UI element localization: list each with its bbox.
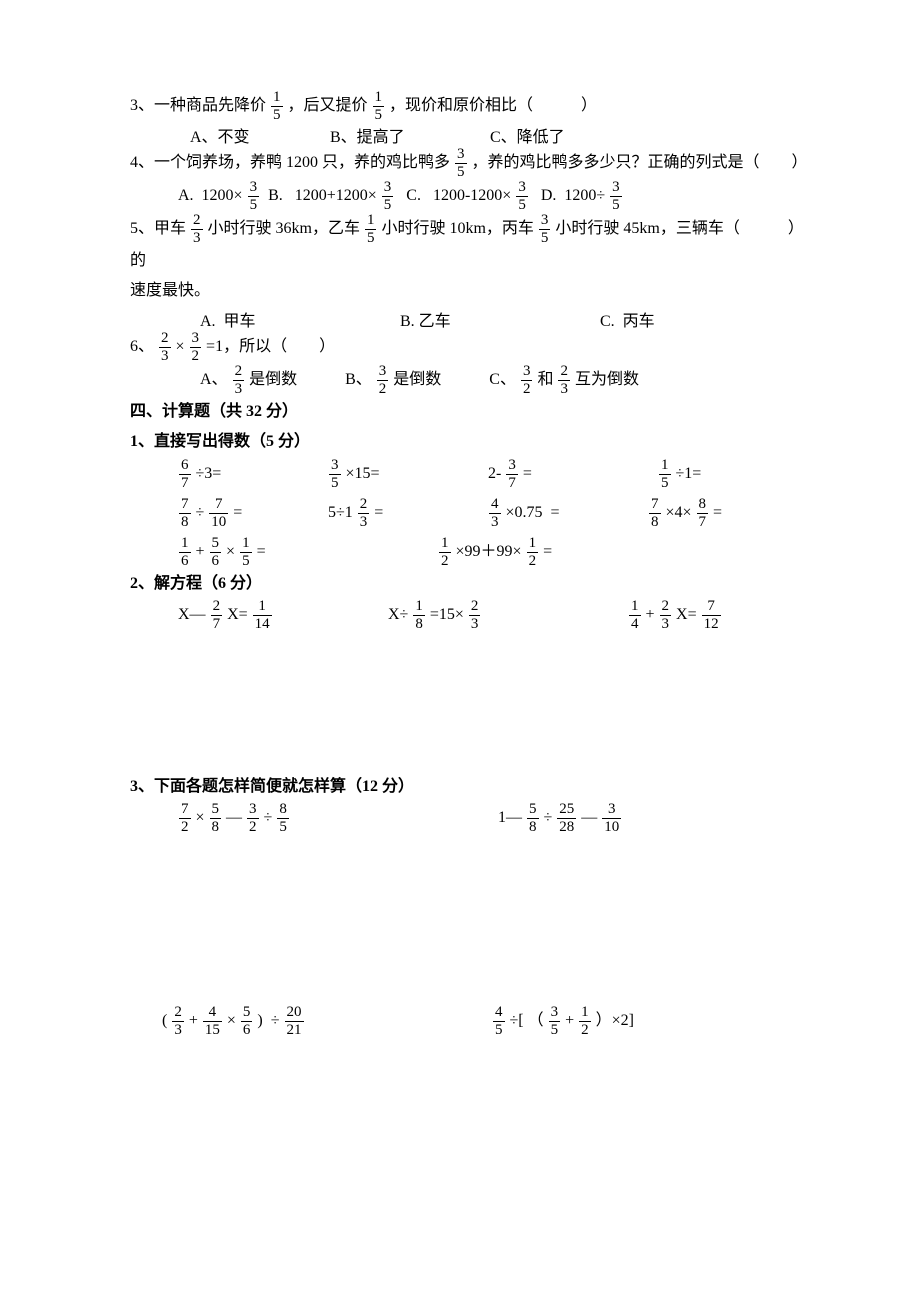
q4-prefix: 4、一个饲养场，养鸭 1200 只，养的鸡比鸭多 xyxy=(130,154,450,171)
q3-choice-a: A、不变 xyxy=(190,123,330,147)
q5-mid1: 小时行驶 36km，乙车 xyxy=(208,220,360,237)
q6-prefix: 6、 xyxy=(130,338,154,355)
q6-frac2: 32 xyxy=(190,331,202,364)
q6-c-mid: 和 xyxy=(537,371,553,388)
q6-c-frac2: 23 xyxy=(558,364,570,397)
r1c1: 67 ÷3= xyxy=(178,458,328,491)
q6-stem: 6、 23 × 32 =1，所以（ ） xyxy=(130,331,810,364)
expr-row-2: ( 23 + 415 × 56 ) ÷ 2021 45 ÷[ （ 35 + 12… xyxy=(130,1005,810,1038)
exprB: 1— 58 ÷ 2528 — 310 xyxy=(498,802,622,835)
exprC: ( 23 + 415 × 56 ) ÷ 2021 xyxy=(162,1005,492,1038)
q5-stem-1: 5、甲车 23 小时行驶 36km，乙车 15 小时行驶 10km，丙车 35 … xyxy=(130,213,810,276)
work-space-2 xyxy=(130,835,810,1005)
r2c4: 78 ×4× 87 = xyxy=(648,497,722,530)
page-content: 3、一种商品先降价 1 5 ，后又提价 1 5 ，现价和原价相比（ ） A、不变… xyxy=(0,0,920,1098)
q5-choice-b: B. 乙车 xyxy=(400,307,600,331)
eq3: 14 + 23 X= 712 xyxy=(628,599,722,632)
q4-choices: A. 1200× 35 B. 1200+1200× 35 C. 1200-120… xyxy=(130,180,810,213)
q4-a-frac: 35 xyxy=(248,180,260,213)
eq2: X÷ 18 =15× 23 xyxy=(388,599,628,632)
q6-frac1: 23 xyxy=(159,331,171,364)
q6-c-pre: C、 xyxy=(489,371,516,388)
q3-choice-c: C、降低了 xyxy=(490,123,565,147)
sec4-1-title: 1、直接写出得数（5 分） xyxy=(130,427,810,457)
sec4-title: 四、计算题（共 32 分） xyxy=(130,397,810,427)
q5-prefix: 5、甲车 xyxy=(130,220,186,237)
q6-b-pre: B、 xyxy=(345,371,372,388)
q6-b-frac: 32 xyxy=(377,364,389,397)
q5-stem-2: 速度最快。 xyxy=(130,276,810,306)
sec4-3-title: 3、下面各题怎样简便就怎样算（12 分） xyxy=(130,772,810,802)
q3-stem: 3、一种商品先降价 1 5 ，后又提价 1 5 ，现价和原价相比（ ） xyxy=(130,90,810,123)
q6-c-frac1: 32 xyxy=(521,364,533,397)
q3-mid: ，后又提价 xyxy=(288,97,368,114)
exprD: 45 ÷[ （ 35 + 12 ）×2] xyxy=(492,1005,634,1038)
q6-b-post: 是倒数 xyxy=(393,371,441,388)
q3-choices: A、不变 B、提高了 C、降低了 xyxy=(130,123,810,147)
r2c2: 5÷1 23 = xyxy=(328,497,488,530)
q4-b-frac: 35 xyxy=(382,180,394,213)
q6-a-pre: A、 xyxy=(200,371,228,388)
q4-c-frac: 35 xyxy=(516,180,528,213)
q3-suffix: ，现价和原价相比（ ） xyxy=(389,97,597,114)
q4-d-pre: D. 1200÷ xyxy=(533,187,605,204)
q5-choices: A. 甲车 B. 乙车 C. 丙车 xyxy=(130,307,810,331)
q6-mid: × xyxy=(176,338,185,355)
calc-row-1: 67 ÷3= 35 ×15= 2- 37 = 15 ÷1= xyxy=(130,458,810,491)
q6-choices: A、 23 是倒数 B、 32 是倒数 C、 32 和 23 互为倒数 xyxy=(130,364,810,397)
q6-a-frac: 23 xyxy=(233,364,245,397)
q5-choice-a: A. 甲车 xyxy=(200,307,400,331)
q4-c-pre: C. 1200-1200× xyxy=(398,187,511,204)
equations-row: X— 27 X= 114 X÷ 18 =15× 23 14 + 23 X= 71… xyxy=(130,599,810,632)
r1c2: 35 ×15= xyxy=(328,458,488,491)
calc-row-2: 78 ÷ 710 = 5÷1 23 = 43 ×0.75 = 78 ×4× 87… xyxy=(130,497,810,530)
q5-fracA: 23 xyxy=(191,213,203,246)
eq1: X— 27 X= 114 xyxy=(178,599,388,632)
q4-stem: 4、一个饲养场，养鸭 1200 只，养的鸡比鸭多 3 5 ，养的鸡比鸭多多少只？… xyxy=(130,147,810,180)
q4-suffix: ，养的鸡比鸭多多少只？正确的列式是（ ） xyxy=(472,154,808,171)
calc-row-3: 16 + 56 × 15 = 12 ×99＋99× 12 = xyxy=(130,536,810,569)
work-space-1 xyxy=(130,632,810,772)
q4-b-pre: B. 1200+1200× xyxy=(264,187,377,204)
q3-prefix: 3、一种商品先降价 xyxy=(130,97,266,114)
q4-frac: 3 5 xyxy=(455,147,467,180)
r3c2: 12 ×99＋99× 12 = xyxy=(438,536,552,569)
q5-fracB: 15 xyxy=(365,213,377,246)
r2c1: 78 ÷ 710 = xyxy=(178,497,328,530)
q4-a-pre: A. 1200× xyxy=(178,187,243,204)
q5-choice-c: C. 丙车 xyxy=(600,307,655,331)
r1c3: 2- 37 = xyxy=(488,458,658,491)
r3c1: 16 + 56 × 15 = xyxy=(178,536,438,569)
q3-choice-b: B、提高了 xyxy=(330,123,490,147)
r2c3: 43 ×0.75 = xyxy=(488,497,648,530)
r1c4: 15 ÷1= xyxy=(658,458,701,491)
q3-frac1: 1 5 xyxy=(271,90,283,123)
q6-c-post: 互为倒数 xyxy=(575,371,639,388)
q6-suffix: =1，所以（ ） xyxy=(206,338,335,355)
q5-mid2: 小时行驶 10km，丙车 xyxy=(381,220,533,237)
exprA: 72 × 58 — 32 ÷ 85 xyxy=(178,802,498,835)
sec4-2-title: 2、解方程（6 分） xyxy=(130,569,810,599)
expr-row-1: 72 × 58 — 32 ÷ 85 1— 58 ÷ 2528 — 310 xyxy=(130,802,810,835)
q3-frac2: 1 5 xyxy=(373,90,385,123)
q5-fracC: 35 xyxy=(539,213,551,246)
q4-d-frac: 35 xyxy=(610,180,622,213)
q6-a-post: 是倒数 xyxy=(249,371,297,388)
